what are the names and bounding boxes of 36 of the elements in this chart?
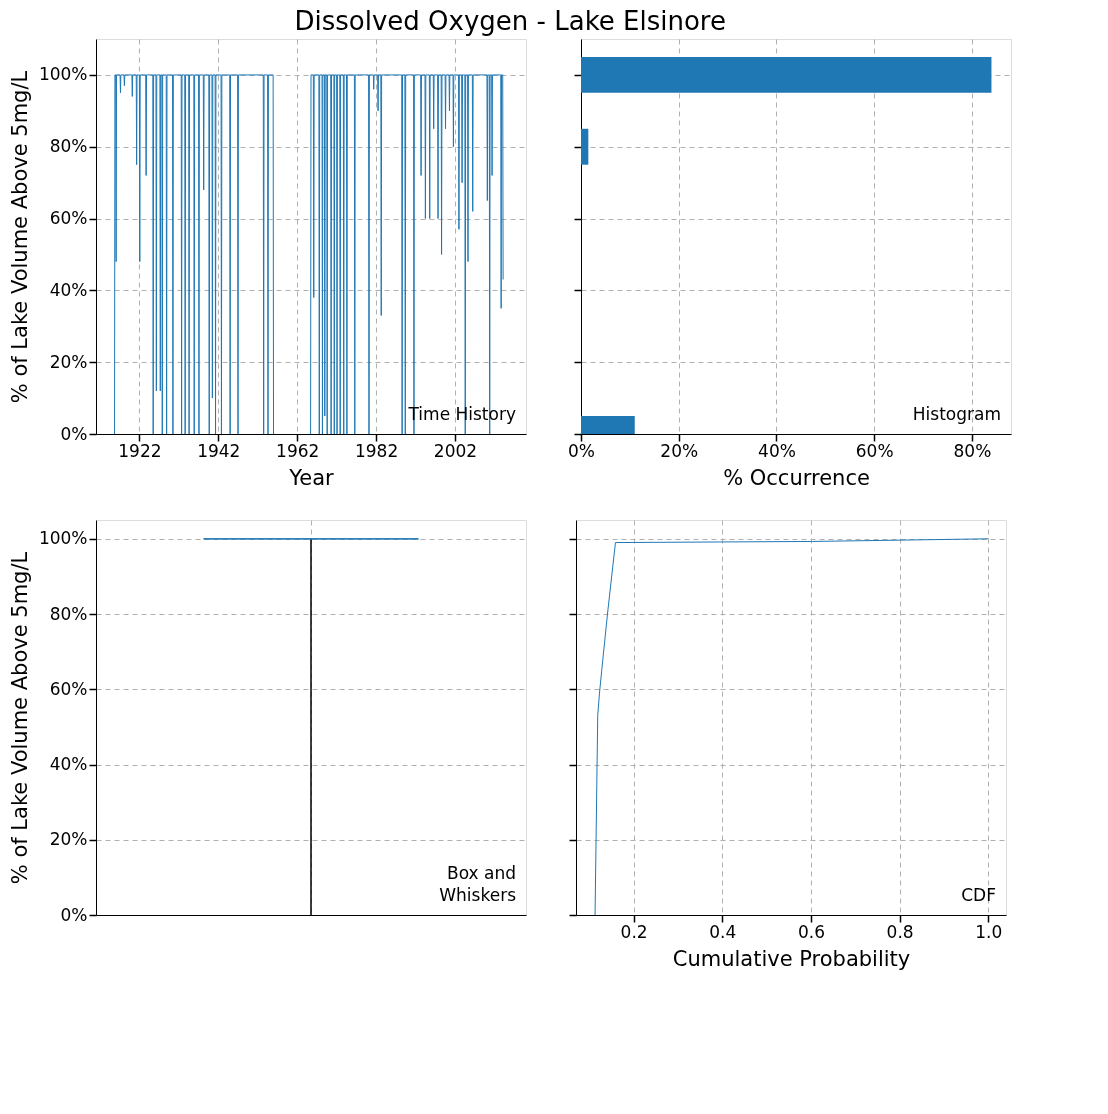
y-tick-label: 20% xyxy=(49,351,88,372)
x-axis-title: Cumulative Probability xyxy=(672,946,911,971)
annotation: Histogram xyxy=(912,404,1001,424)
y-tick-label: 0% xyxy=(60,904,88,925)
x-tick-label: 0% xyxy=(568,440,595,461)
x-tick-label: 0.8 xyxy=(886,921,914,942)
y-tick-label: 80% xyxy=(49,136,88,157)
x-tick-label: 20% xyxy=(660,440,699,461)
x-tick-label: 1922 xyxy=(118,440,162,461)
y-tick-label: 60% xyxy=(49,208,88,229)
x-tick-label: 60% xyxy=(855,440,894,461)
x-tick-label: 0.6 xyxy=(797,921,825,942)
x-tick-label: 2002 xyxy=(433,440,478,461)
x-tick-label: 1982 xyxy=(354,440,399,461)
annotation: Box and Whiskers xyxy=(439,863,517,905)
x-tick-label: 1962 xyxy=(276,440,320,461)
y-tick-label: 80% xyxy=(49,603,88,624)
annotation: CDF xyxy=(961,885,996,905)
y-axis-title: % of Lake Volume Above 5mg/L xyxy=(7,551,32,885)
x-tick-label: 0.2 xyxy=(620,921,648,942)
x-axis-title: % Occurrence xyxy=(723,465,870,490)
y-tick-label: 40% xyxy=(49,754,88,775)
chart-title: Dissolved Oxygen - Lake Elsinore xyxy=(294,5,726,36)
y-axis-title: % of Lake Volume Above 5mg/L xyxy=(7,70,32,404)
x-tick-label: 80% xyxy=(953,440,992,461)
x-axis-title: Year xyxy=(288,465,335,490)
x-tick-label: 1.0 xyxy=(975,921,1003,942)
x-tick-label: 0.4 xyxy=(709,921,737,942)
y-tick-label: 0% xyxy=(60,423,88,444)
x-tick-label: 1942 xyxy=(197,440,241,461)
y-tick-label: 60% xyxy=(49,678,88,699)
y-tick-label: 40% xyxy=(49,279,88,300)
x-tick-label: 40% xyxy=(758,440,796,461)
y-tick-label: 100% xyxy=(38,528,88,549)
y-tick-label: 100% xyxy=(38,64,88,85)
y-tick-label: 20% xyxy=(49,829,88,850)
